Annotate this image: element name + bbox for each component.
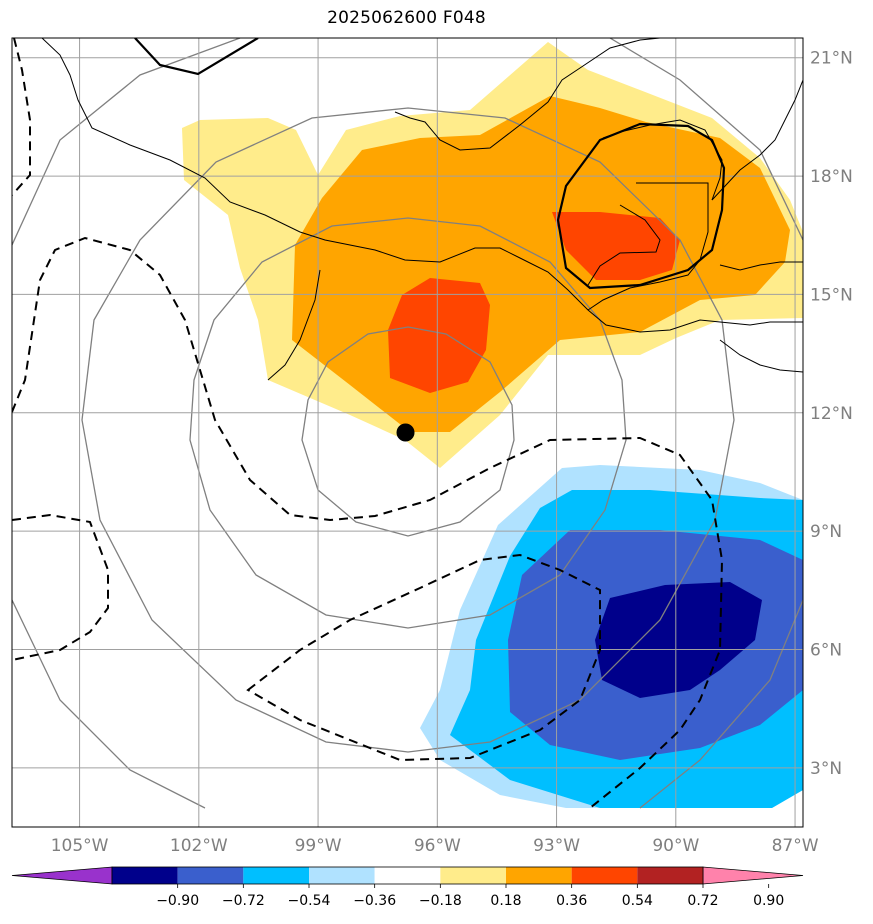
colorbar-bin-4 [374, 867, 441, 884]
caribbean-coast [719, 261, 803, 271]
range-ring-7 [12, 599, 206, 809]
colorbar-label-6: 0.36 [556, 893, 587, 909]
colorbar-bin-0 [112, 867, 178, 884]
latitude-labels: 21°N 18°N 15°N 12°N 9°N 6°N 3°N [810, 49, 853, 779]
inland-boundary [267, 269, 321, 381]
lat-tick-label-4: 9°N [810, 522, 842, 542]
positive-contour-line-north [134, 38, 259, 76]
lon-tick-label-4: 93°W [533, 836, 580, 856]
colorbar-bin-3 [309, 867, 375, 884]
positive-contour-line-east [556, 122, 726, 290]
colorbar: −0.90 −0.72 −0.54 −0.36 −0.18 0.18 0.36 0.54 0.7… [11, 866, 804, 909]
lon-tick-label-2: 99°W [295, 836, 342, 856]
panama-coast [719, 339, 803, 373]
colorbar-label-4: −0.18 [419, 893, 462, 909]
colorbar-label-3: −0.36 [353, 893, 396, 909]
storm-center-marker [396, 423, 415, 442]
country-border-1 [587, 182, 709, 311]
lat-tick-label-5: 6°N [810, 640, 842, 660]
lat-tick-label-0: 21°N [810, 49, 853, 69]
colorbar-label-9: 0.90 [753, 893, 784, 909]
colorbar-bin-8 [637, 867, 703, 884]
colorbar-bin-5 [440, 867, 506, 884]
range-ring-5 [609, 38, 803, 241]
lat-tick-label-2: 15°N [810, 285, 853, 305]
lat-tick-label-1: 18°N [810, 167, 853, 187]
colorbar-label-8: 0.72 [687, 893, 718, 909]
range-ring-1 [301, 326, 515, 537]
grid-lines [12, 38, 803, 827]
positive-contour-high-east [552, 212, 680, 280]
colorbar-extend-high [702, 866, 804, 885]
colorbar-label-5: 0.18 [490, 893, 521, 909]
lon-tick-label-6: 87°W [772, 836, 819, 856]
gulf-coastline [394, 38, 661, 151]
colorbar-bin-7 [571, 867, 638, 884]
colorbar-extend-low [11, 866, 113, 885]
colorbar-bin-1 [177, 867, 244, 884]
lat-tick-label-3: 12°N [810, 404, 853, 424]
negative-contour-lines [12, 38, 724, 809]
lat-tick-label-6: 3°N [810, 759, 842, 779]
colorbar-label-0: −0.90 [156, 893, 199, 909]
positive-contour-high-west [388, 278, 490, 393]
negative-contour-line-north-edge [12, 38, 31, 196]
map-frame [11, 37, 804, 828]
pacific-coastline [41, 38, 803, 333]
lon-tick-label-0: 105°W [51, 836, 109, 856]
lon-tick-label-5: 90°W [652, 836, 699, 856]
central-america-coast [711, 79, 803, 201]
colorbar-label-2: −0.54 [288, 893, 331, 909]
positive-contour-lines [134, 38, 726, 290]
lon-tick-label-3: 96°W [414, 836, 461, 856]
negative-contour-line-west [12, 513, 109, 661]
map-title: 2025062600 F048 [327, 8, 486, 28]
range-ring-4 [12, 38, 241, 246]
range-ring-6 [639, 599, 803, 809]
map-area [12, 38, 803, 827]
range-ring-3 [81, 107, 735, 753]
negative-contour-line-south [246, 553, 601, 762]
lon-tick-label-1: 102°W [170, 836, 228, 856]
colorbar-bin-2 [243, 867, 309, 884]
country-border-2 [587, 204, 661, 286]
colorbar-label-1: −0.72 [222, 893, 265, 909]
coastlines [41, 38, 803, 381]
colorbar-bin-6 [506, 867, 572, 884]
colorbar-label-7: 0.54 [622, 893, 653, 909]
longitude-labels: 105°W 102°W 99°W 96°W 93°W 90°W 87°W [51, 836, 819, 856]
colorbar-outline [111, 866, 704, 885]
